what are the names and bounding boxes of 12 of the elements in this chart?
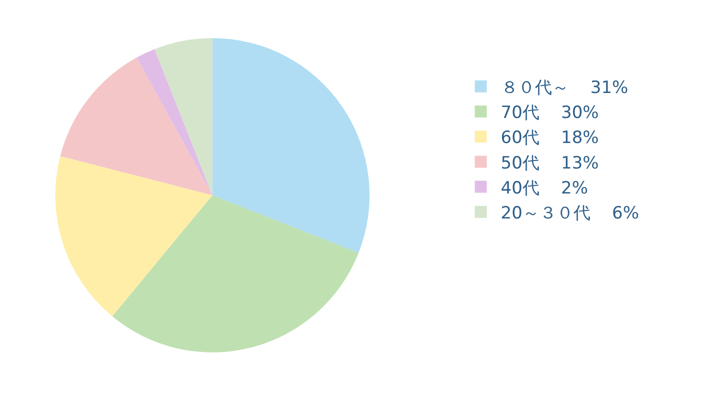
legend-label: 70代 30% [500,103,599,124]
pie-slice [136,49,212,196]
legend-label: 50代 13% [500,153,599,174]
legend-label: 60代 18% [500,128,599,148]
legend-label: ８０代～ 31% [500,78,628,98]
pie-slice [55,156,212,316]
pie-slice [112,195,359,352]
pie-slice [212,38,370,254]
pie-slice [154,38,212,196]
legend-label: 20～３０代 6% [500,204,640,224]
legend-label: 40代 2% [500,178,588,198]
pie-slice [60,58,212,196]
